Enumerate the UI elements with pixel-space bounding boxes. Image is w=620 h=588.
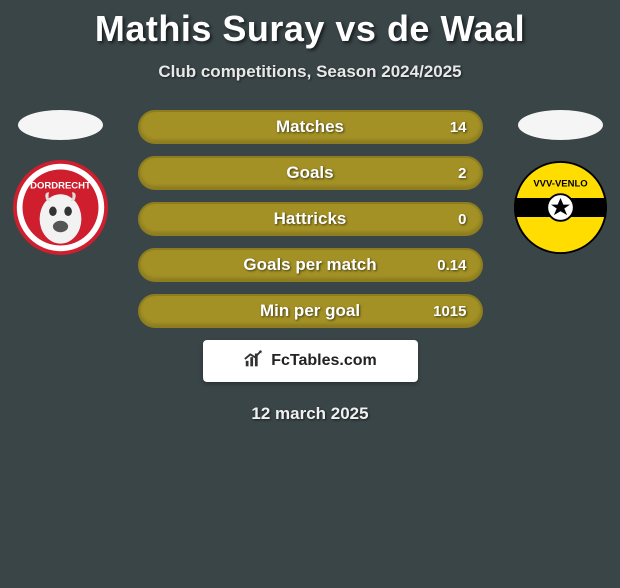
stat-label: Min per goal (140, 301, 481, 321)
stat-label: Goals (140, 163, 481, 183)
chart-icon (243, 348, 265, 375)
brand-badge[interactable]: FcTables.com (203, 340, 418, 382)
club-badge-left: DORDRECHT (13, 160, 108, 255)
club-badge-right: VVV-VENLO (513, 160, 608, 255)
right-player-column: VVV-VENLO (500, 110, 620, 255)
date-label: 12 march 2025 (0, 404, 620, 424)
stat-row-goals: Goals 2 (138, 156, 483, 190)
page-title: Mathis Suray vs de Waal (0, 8, 620, 50)
stat-row-goals-per-match: Goals per match 0.14 (138, 248, 483, 282)
stat-row-hattricks: Hattricks 0 (138, 202, 483, 236)
stat-value: 14 (450, 119, 467, 136)
svg-text:VVV-VENLO: VVV-VENLO (533, 179, 587, 190)
stat-row-matches: Matches 14 (138, 110, 483, 144)
svg-text:DORDRECHT: DORDRECHT (30, 181, 91, 192)
comparison-panel: DORDRECHT VVV-VENLO Matches 14 (0, 110, 620, 424)
stats-rows: Matches 14 Goals 2 Hattricks 0 Goals per… (138, 110, 483, 328)
stat-value: 1015 (433, 303, 466, 320)
page-subtitle: Club competitions, Season 2024/2025 (0, 62, 620, 82)
stat-value: 2 (458, 165, 466, 182)
player-avatar-left (18, 110, 103, 140)
brand-text: FcTables.com (271, 352, 377, 370)
stat-label: Goals per match (140, 255, 481, 275)
stat-row-min-per-goal: Min per goal 1015 (138, 294, 483, 328)
stat-label: Hattricks (140, 209, 481, 229)
stat-value: 0.14 (437, 257, 466, 274)
player-avatar-right (518, 110, 603, 140)
left-player-column: DORDRECHT (0, 110, 120, 255)
stat-value: 0 (458, 211, 466, 228)
stat-label: Matches (140, 117, 481, 137)
